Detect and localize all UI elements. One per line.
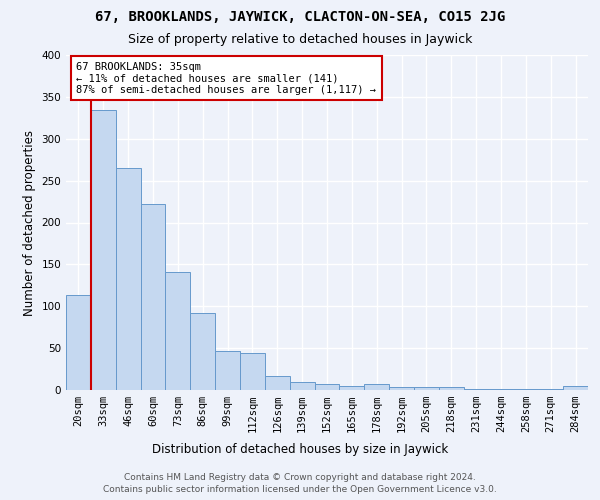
Bar: [563, 386, 588, 390]
Text: Size of property relative to detached houses in Jaywick: Size of property relative to detached ho…: [128, 32, 472, 46]
Text: Distribution of detached houses by size in Jaywick: Distribution of detached houses by size …: [152, 442, 448, 456]
Text: Contains public sector information licensed under the Open Government Licence v3: Contains public sector information licen…: [103, 485, 497, 494]
Bar: [240, 353, 265, 390]
Bar: [464, 389, 488, 390]
Bar: [66, 294, 91, 390]
Bar: [190, 313, 215, 390]
Bar: [364, 384, 389, 390]
Bar: [439, 386, 464, 390]
Bar: [91, 110, 116, 390]
Bar: [116, 168, 140, 390]
Text: 67, BROOKLANDS, JAYWICK, CLACTON-ON-SEA, CO15 2JG: 67, BROOKLANDS, JAYWICK, CLACTON-ON-SEA,…: [95, 10, 505, 24]
Bar: [488, 389, 514, 390]
Text: 67 BROOKLANDS: 35sqm
← 11% of detached houses are smaller (141)
87% of semi-deta: 67 BROOKLANDS: 35sqm ← 11% of detached h…: [76, 62, 376, 95]
Bar: [389, 386, 414, 390]
Bar: [538, 389, 563, 390]
Bar: [215, 352, 240, 390]
Bar: [340, 386, 364, 390]
Bar: [314, 384, 340, 390]
Bar: [290, 382, 314, 390]
Bar: [166, 272, 190, 390]
Bar: [414, 388, 439, 390]
Bar: [514, 389, 538, 390]
Text: Contains HM Land Registry data © Crown copyright and database right 2024.: Contains HM Land Registry data © Crown c…: [124, 472, 476, 482]
Bar: [265, 376, 290, 390]
Bar: [140, 204, 166, 390]
Y-axis label: Number of detached properties: Number of detached properties: [23, 130, 36, 316]
